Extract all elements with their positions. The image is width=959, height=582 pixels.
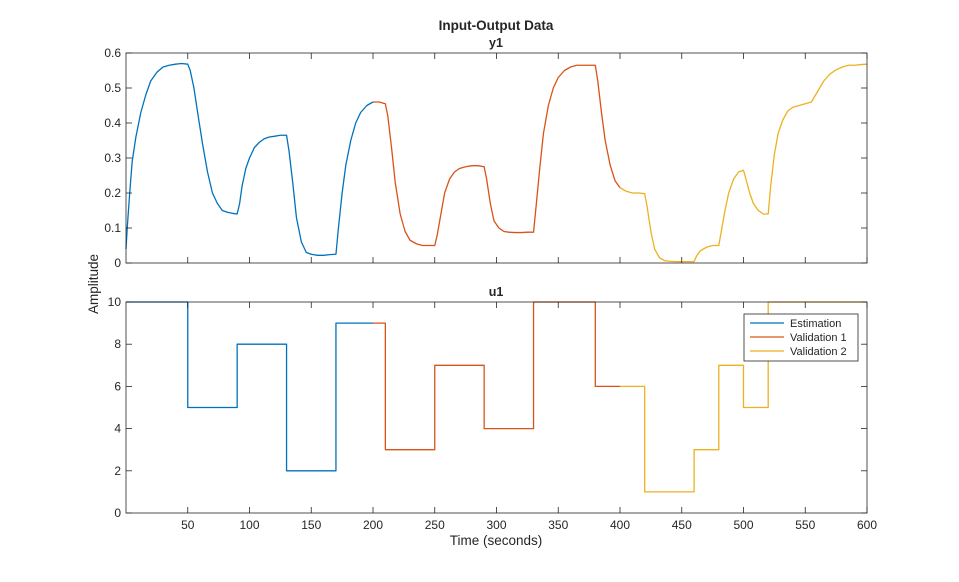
y1-series-line-1 — [125, 62, 374, 256]
subplot-title-u1: u1 — [489, 285, 504, 299]
u1-y-tick-label: 8 — [114, 337, 121, 351]
y1-y-tick-label: 0.1 — [104, 221, 121, 235]
y1-series-line-3 — [619, 63, 868, 263]
u1-x-tick-label: 450 — [672, 518, 692, 532]
y1-y-tick-label: 0.5 — [104, 81, 121, 95]
plot-y1: 0 0.1 0.2 0.3 0.4 0.5 0.6 — [104, 46, 868, 270]
legend-label-1: Estimation — [790, 318, 841, 330]
y1-y-tick-label: 0.2 — [104, 186, 121, 200]
u1-y-tick-label: 4 — [114, 422, 121, 436]
figure-title: Input-Output Data — [439, 18, 554, 33]
y-axis-label: Amplitude — [86, 254, 101, 314]
legend-label-2: Validation 1 — [790, 332, 847, 344]
legend: Estimation Validation 1 Validation 2 — [743, 313, 859, 362]
y1-y-tick-label: 0.3 — [104, 151, 121, 165]
y1-y-tick-label: 0 — [114, 256, 121, 270]
u1-y-tick-label: 0 — [114, 506, 121, 520]
u1-x-tick-label: 350 — [548, 518, 568, 532]
x-axis-label: Time (seconds) — [450, 533, 543, 548]
legend-label-3: Validation 2 — [790, 346, 847, 358]
u1-series-line-2 — [373, 301, 620, 451]
y1-y-tick-label: 0.6 — [104, 46, 121, 60]
y1-series-line-2 — [373, 64, 621, 247]
u1-y-tick-label: 10 — [108, 295, 122, 309]
plot-area-y1 — [126, 53, 867, 263]
subplot-title-y1: y1 — [489, 36, 503, 50]
u1-x-tick-label: 300 — [486, 518, 506, 532]
u1-series-line-1 — [126, 301, 373, 472]
u1-x-tick-label: 200 — [363, 518, 383, 532]
u1-x-tick-label: 550 — [795, 518, 815, 532]
u1-x-tick-label: 250 — [425, 518, 445, 532]
u1-x-tick-label: 500 — [733, 518, 753, 532]
u1-y-tick-label: 2 — [114, 464, 121, 478]
u1-x-tick-label: 100 — [239, 518, 259, 532]
u1-x-tick-label: 400 — [610, 518, 630, 532]
u1-y-tick-label: 6 — [114, 379, 121, 393]
plot-u1: 0 2 4 6 8 10 50 100 150 200 250 300 350 400 450 500 550 6… — [108, 295, 878, 532]
u1-x-tick-label: 150 — [301, 518, 321, 532]
y1-y-tick-label: 0.4 — [104, 116, 121, 130]
u1-x-tick-label: 600 — [857, 518, 877, 532]
u1-x-tick-label: 50 — [181, 518, 195, 532]
